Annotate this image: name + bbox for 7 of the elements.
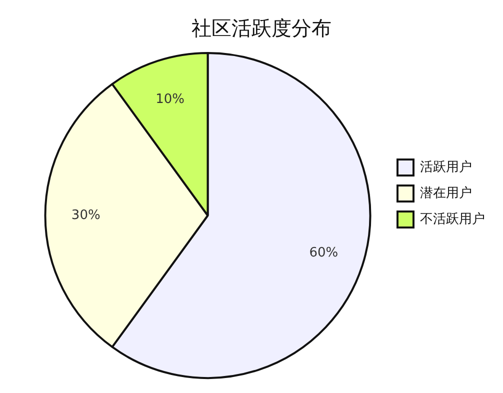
legend-label: 不活跃用户 bbox=[420, 212, 485, 227]
chart-title: 社区活跃度分布 bbox=[192, 16, 332, 40]
data-label: 10% bbox=[156, 92, 185, 107]
data-label: 60% bbox=[309, 246, 338, 261]
legend-label: 活跃用户 bbox=[420, 160, 472, 175]
data-label: 30% bbox=[71, 208, 100, 223]
legend-label: 潜在用户 bbox=[420, 186, 472, 201]
